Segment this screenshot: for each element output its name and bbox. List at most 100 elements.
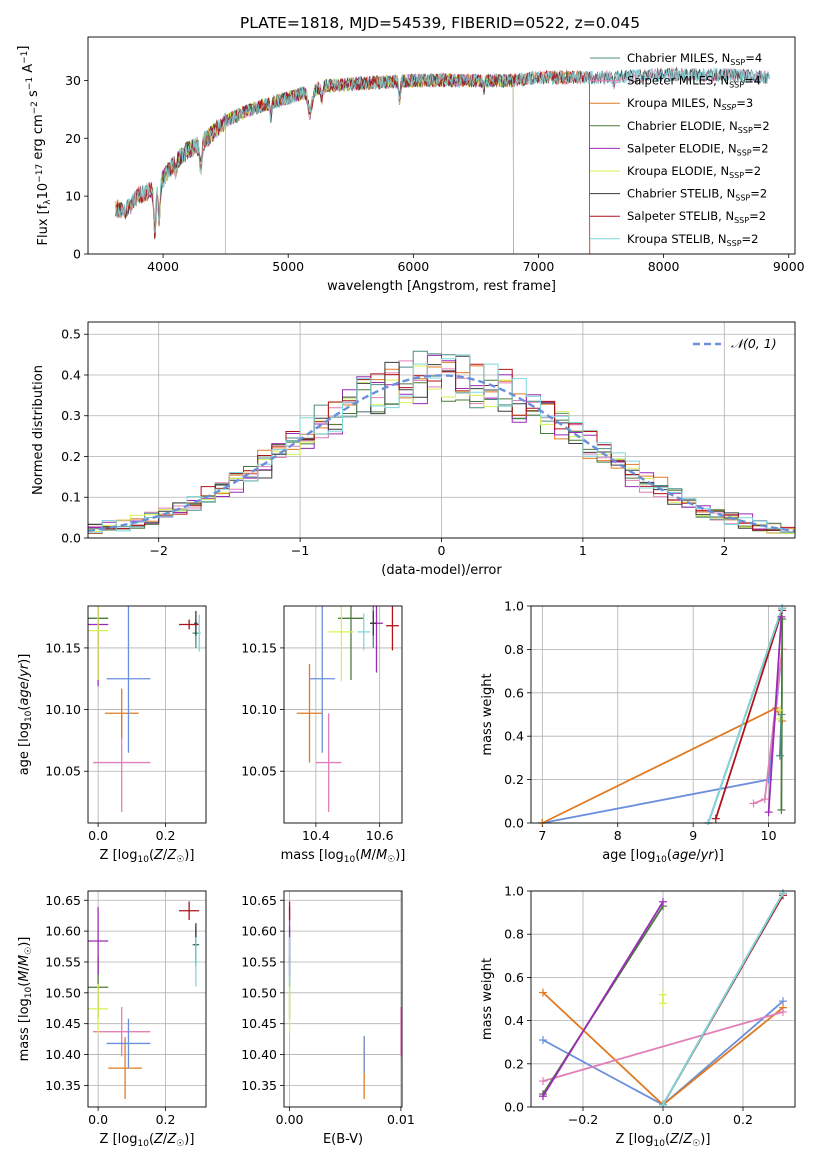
y-tick-label: 0 [73,247,81,262]
x-tick-label: 5000 [272,259,304,274]
y-tick-label: 0.8 [504,927,524,942]
x-tick-label: −0.2 [568,1112,598,1127]
legend-label-chabrier_miles: Chabrier MILES, NSSP=4 [627,51,762,67]
figure-title: PLATE=1818, MJD=54539, FIBERID=0522, z=0… [240,14,640,32]
weight-line-chabrier_miles [779,714,783,756]
x-tick-label: 8000 [648,259,680,274]
x-axis-label: wavelength [Angstrom, rest frame] [327,279,556,294]
spectrum-series-salpeter_stelib [115,69,591,254]
weight_vs_age-series [538,604,787,825]
x-tick-label: 0.0 [88,828,108,843]
mass_vs_ebv-errorbars [288,901,402,1099]
age_vs_Z-errorbars [88,606,201,812]
x-axis-label: E(B-V) [323,1132,363,1147]
axes-frame [530,605,796,824]
y-axis-label: mass [log10(M/M☉)] [17,937,34,1062]
x-tick-label: 0.01 [387,1112,415,1127]
x-tick-label: 0.0 [653,1112,673,1127]
axes-frame [283,605,403,824]
x-tick-label: 10.4 [302,828,330,843]
y-tick-label: 10.45 [241,1016,277,1031]
weight-line-kroupa_stelib [707,607,784,824]
spectrum-lines [115,66,770,254]
y-tick-label: 10 [65,189,81,204]
y-tick-label: 0.6 [504,685,524,700]
spectrum-plot: 4000 5000 6000 7000 8000 9000 0 10 20 30 wavelengt… [16,36,805,294]
x-tick-label: −1 [291,543,309,558]
axes-frame [87,890,207,1108]
x-axis-label: (data-model)/error [381,563,502,578]
y-tick-label: 10.10 [241,702,277,717]
spectrum-series-salpeter_elodie [150,72,514,254]
y-tick-label: 0.2 [504,1056,524,1071]
weight-line-salpeter_miles [542,1011,784,1082]
hist-steps [88,350,795,534]
spectrum-legend: Chabrier MILES, NSSP=4 Salpeter MILES, NS… [590,51,770,248]
x-tick-label: 10 [761,828,777,843]
y-tick-label: 10.60 [45,924,81,939]
spectrum-series-chabrier_elodie [150,73,514,254]
legend-label-salpeter_miles: Salpeter MILES, NSSP=4 [627,74,761,90]
x-tick-label: 1 [579,543,587,558]
y-tick-label: 0.6 [504,970,524,985]
x-tick-label: 0.2 [733,1112,753,1127]
x-tick-label: 7 [538,828,546,843]
y-axis-label: age [log10(age/yr)] [17,654,34,776]
y-tick-label: 0.1 [61,490,81,505]
x-axis-label: mass [log10(M/M☉)] [281,848,406,865]
x-axis-label: age [log10(age/yr)] [602,848,724,865]
legend-label-kroupa_miles: Kroupa MILES, NSSP=3 [627,96,753,112]
mass_vs_Z-errorbars [88,901,200,1099]
residual-histogram: −2 −1 0 1 2 0.0 0.1 0.2 0.3 0.4 0.5 (data-model)/er… [31,321,796,578]
y-tick-label: 10.65 [241,893,277,908]
hist-series-kroupa_stelib [88,354,795,534]
x-tick-label: 8 [614,828,622,843]
x-tick-label: 6000 [397,259,429,274]
mass_vs_Z-plot: 0.0 0.2 10.35 10.40 10.45 10.50 10.55 10.60 10.6… [17,890,207,1149]
y-tick-label: 10.10 [45,702,81,717]
y-axis-label: mass weight [480,673,495,755]
y-tick-label: 10.45 [45,1016,81,1031]
y-tick-label: 10.35 [241,1078,277,1093]
weight-line-salpeter_stelib [714,610,784,819]
y-tick-label: 0.2 [504,772,524,787]
weight_vs_Z-plot: −0.2 0.0 0.2 0.0 0.2 0.4 0.6 0.8 1.0 Z [log10(Z/Z… [480,884,796,1149]
x-axis-label: Z [log10(Z/Z☉)] [616,1132,711,1149]
x-tick-label: 0.2 [156,828,176,843]
normal-curve [88,374,795,533]
legend-label-kroupa_elodie: Kroupa ELODIE, NSSP=2 [627,164,761,180]
y-tick-label: 0.4 [504,729,524,744]
y-tick-label: 10.40 [241,1047,277,1062]
y-axis-label: mass weight [480,958,495,1040]
legend-label-salpeter_stelib: Salpeter STELIB, NSSP=2 [627,209,766,225]
legend-label-chabrier_elodie: Chabrier ELODIE, NSSP=2 [627,119,770,135]
legend-label-kroupa_stelib: Kroupa STELIB, NSSP=2 [627,232,758,248]
y-tick-label: 30 [65,73,81,88]
axes-frame [87,36,796,255]
y-tick-label: 10.50 [45,985,81,1000]
age_vs_mass-plot: 10.4 10.6 10.05 10.10 10.15 mass [log10(M/M☉)… [241,605,406,865]
y-axis-label: Flux [fλ10−17 erg cm−2 s−1 A−1] [16,46,53,246]
x-tick-label: 0 [438,543,446,558]
legend-label-salpeter_elodie: Salpeter ELODIE, NSSP=2 [627,141,769,157]
x-tick-label: 2 [720,543,728,558]
axes-frame [530,890,796,1108]
age_vs_mass-errorbars [296,606,399,812]
axes-frame [87,605,207,824]
x-tick-label: 9000 [773,259,805,274]
y-tick-label: 0.4 [61,367,81,382]
x-axis-label: Z [log10(Z/Z☉)] [100,1132,195,1149]
y-tick-label: 10.50 [241,985,277,1000]
y-tick-label: 10.65 [45,893,81,908]
y-tick-label: 10.05 [45,764,81,779]
weight-line-salpeter_elodie [767,616,783,813]
y-tick-label: 10.35 [45,1078,81,1093]
y-tick-label: 10.60 [241,924,277,939]
weight-line-kroupa_stelib [662,892,784,1106]
y-tick-label: 10.15 [45,640,81,655]
y-axis-label: Normed distribution [31,365,46,495]
y-tick-label: 0.5 [61,327,81,342]
x-tick-label: 0.2 [156,1112,176,1127]
plots-layer: 4000 5000 6000 7000 8000 90000102030wavelengt… [16,36,805,1149]
